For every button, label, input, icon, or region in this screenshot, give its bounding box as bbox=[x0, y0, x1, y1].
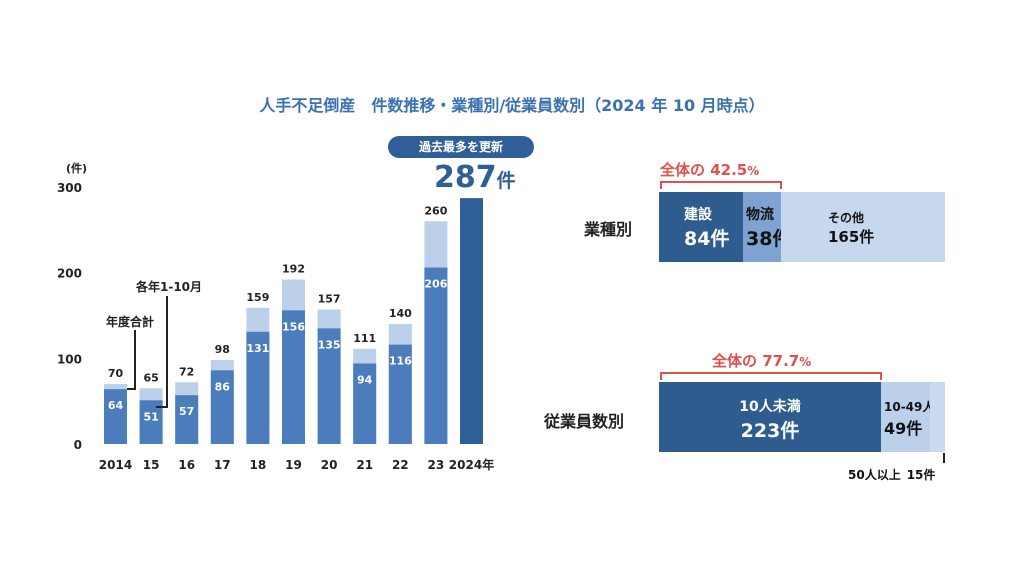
bar-jan-oct bbox=[460, 198, 483, 444]
industry-share-text: 全体の 42.5 bbox=[660, 161, 748, 179]
bar-jan-oct bbox=[388, 344, 412, 444]
x-tick-label: 20 bbox=[321, 458, 338, 472]
bar-jan-oct bbox=[139, 400, 163, 444]
bar-jan-oct bbox=[104, 389, 127, 444]
bar-jan-oct bbox=[424, 267, 448, 444]
highlight-unit: 件 bbox=[496, 170, 516, 192]
bar-total-label: 72 bbox=[179, 365, 194, 378]
y-tick-label: 200 bbox=[57, 267, 82, 281]
bar-segment-label: 10-49人 49件 bbox=[884, 398, 934, 439]
annotation-total-leader bbox=[134, 330, 136, 388]
y-tick-label: 300 bbox=[57, 181, 82, 195]
page-title: 人手不足倒産 件数推移・業種別/従業員数別（2024 年 10 月時点） bbox=[259, 96, 765, 115]
bar-segment bbox=[780, 192, 945, 262]
bar-jan-oct bbox=[317, 328, 341, 444]
highlight-total: 287件 bbox=[434, 160, 516, 195]
annotation-period: 各年1-10月 bbox=[136, 280, 203, 294]
small-segment-leader bbox=[943, 453, 945, 463]
bar-segment-label: 10人未満 223件 bbox=[659, 396, 881, 443]
x-tick-label: 19 bbox=[285, 458, 302, 472]
x-tick-label: 17 bbox=[214, 458, 231, 472]
bar-total-label: 111 bbox=[353, 332, 376, 345]
employee-row-label: 従業員数別 bbox=[544, 412, 625, 431]
segment-value: 49件 bbox=[884, 419, 923, 438]
segment-value: 15件 bbox=[906, 468, 936, 482]
bar-total-label: 159 bbox=[246, 291, 269, 304]
highlight-value: 287 bbox=[434, 160, 497, 195]
bar-jan-oct-label: 156 bbox=[282, 320, 305, 333]
bar-segment-label: 物流 38件 bbox=[746, 204, 791, 251]
bar-segment-label: その他 165件 bbox=[828, 209, 874, 247]
x-tick-label: 23 bbox=[428, 458, 445, 472]
y-tick-label: 0 bbox=[74, 438, 82, 452]
bar-jan-oct-label: 94 bbox=[357, 373, 373, 386]
bar-segment-label: 50人以上 15件 bbox=[848, 464, 935, 483]
segment-name: 10-49人 bbox=[884, 400, 935, 414]
bar-segment bbox=[742, 192, 781, 262]
x-tick-label: 16 bbox=[178, 458, 195, 472]
bar-segment bbox=[659, 192, 743, 262]
bar-jan-oct-label: 57 bbox=[179, 405, 194, 418]
segment-name: 10人未満 bbox=[739, 399, 801, 415]
segment-value: 84件 bbox=[684, 228, 730, 250]
record-badge: 過去最多を更新 bbox=[388, 136, 534, 158]
segment-name: 50人以上 bbox=[848, 468, 901, 482]
bar-total-label: 70 bbox=[108, 367, 124, 380]
y-axis-unit: (件) bbox=[66, 162, 88, 175]
annotation-period-leader bbox=[166, 296, 168, 408]
segment-value: 38件 bbox=[746, 228, 792, 250]
bar-jan-oct bbox=[175, 395, 199, 444]
industry-share-bracket bbox=[660, 181, 782, 189]
industry-row-label: 業種別 bbox=[584, 220, 633, 239]
x-tick-label: 2024年 bbox=[449, 457, 494, 472]
bar-jan-oct-label: 86 bbox=[215, 380, 231, 393]
bar-total-label: 260 bbox=[424, 204, 447, 217]
bar-jan-oct-label: 131 bbox=[246, 342, 269, 355]
bar-segment bbox=[881, 382, 931, 452]
employee-share-text: 全体の 77.7 bbox=[712, 352, 800, 370]
bar-total-label: 98 bbox=[215, 343, 230, 356]
employee-share: 全体の 77.7% bbox=[712, 350, 811, 371]
bar-jan-oct bbox=[282, 310, 305, 444]
x-tick-label: 21 bbox=[356, 458, 373, 472]
bar-total-label: 140 bbox=[389, 307, 412, 320]
industry-share-unit: % bbox=[747, 164, 760, 178]
bar-total-label: 65 bbox=[143, 371, 158, 384]
y-tick-label: 100 bbox=[57, 352, 82, 366]
employee-share-unit: % bbox=[799, 355, 812, 369]
industry-share: 全体の 42.5% bbox=[660, 159, 759, 180]
bar-jan-oct-label: 51 bbox=[143, 410, 158, 423]
yearly-bar-chart: 0 100 200 300 70 64 2014 65 51 15 72 57 16 98 86 17 159 1… bbox=[57, 181, 494, 472]
bar-jan-oct bbox=[210, 370, 234, 444]
segment-name: 建設 bbox=[684, 207, 712, 223]
bar-jan-oct-label: 116 bbox=[389, 355, 412, 368]
bar-total-label: 192 bbox=[282, 263, 305, 276]
annotation-total: 年度合計 bbox=[106, 315, 155, 329]
bar-segment bbox=[659, 382, 882, 452]
annotation-total-leader-end bbox=[127, 388, 136, 390]
bar-jan-oct-label: 206 bbox=[424, 278, 447, 291]
bar-segment bbox=[930, 382, 945, 452]
x-tick-label: 22 bbox=[392, 458, 409, 472]
employee-share-bracket bbox=[660, 372, 882, 380]
bar-total-label: 157 bbox=[318, 293, 341, 306]
annotation-period-leader-end bbox=[156, 406, 168, 408]
bar-jan-oct-label: 64 bbox=[108, 399, 124, 412]
x-tick-label: 15 bbox=[143, 458, 160, 472]
segment-name: 物流 bbox=[746, 207, 774, 223]
segment-value: 165件 bbox=[828, 228, 875, 246]
bar-jan-oct bbox=[353, 363, 377, 444]
bar-jan-oct bbox=[246, 331, 270, 444]
segment-name: その他 bbox=[828, 211, 865, 225]
bar-jan-oct-label: 135 bbox=[318, 338, 341, 351]
segment-value: 223件 bbox=[740, 420, 800, 442]
x-tick-label: 18 bbox=[250, 458, 267, 472]
bar-segment-label: 建設 84件 bbox=[684, 204, 729, 251]
x-tick-label: 2014 bbox=[99, 458, 132, 472]
